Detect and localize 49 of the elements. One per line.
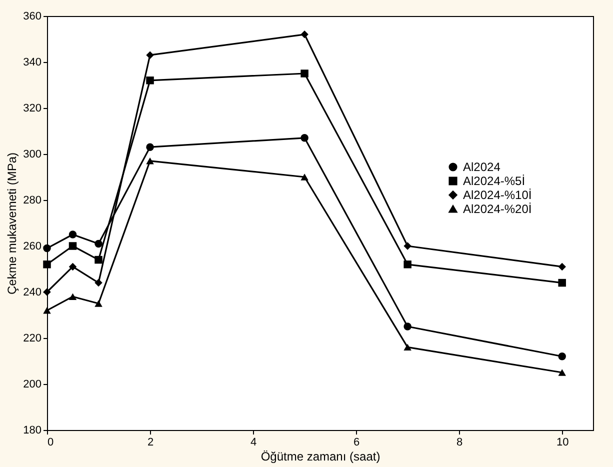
point [146, 76, 154, 84]
point [94, 300, 102, 307]
point [146, 143, 154, 151]
point [68, 242, 77, 250]
point [68, 230, 77, 238]
point [558, 278, 566, 287]
legend-label: Al2024-%10İ [463, 188, 532, 202]
point [43, 244, 51, 252]
point [558, 262, 566, 271]
point [43, 307, 51, 314]
legend-label: Al2024-%20İ [463, 202, 532, 216]
y-tick-label: 320 [23, 102, 42, 114]
y-tick-label: 180 [23, 424, 42, 436]
y-tick-label: 340 [23, 56, 42, 68]
y-tick-label: 200 [23, 378, 42, 390]
point [68, 293, 77, 300]
x-tick-label: 0 [48, 436, 54, 448]
point [404, 322, 412, 330]
y-tick-label: 280 [23, 194, 42, 206]
point [94, 278, 102, 287]
x-axis-title: Öğütme zamanı (saat) [260, 450, 380, 464]
x-tick-label: 8 [456, 436, 463, 448]
x-tick-label: 4 [250, 436, 257, 448]
point [94, 256, 102, 264]
y-tick-label: 260 [23, 240, 42, 252]
point [300, 70, 308, 78]
y-axis-title: Çekme mukavemeti (MPa) [5, 152, 20, 295]
x-tick-label: 6 [353, 436, 360, 448]
point [43, 260, 51, 268]
point [300, 174, 308, 180]
x-tick-label: 10 [556, 436, 569, 448]
point [146, 158, 154, 164]
point [558, 352, 566, 360]
point [558, 369, 566, 376]
point [404, 344, 412, 351]
y-tick-label: 300 [23, 148, 42, 160]
legend-label: Al2024 [463, 160, 501, 174]
point [146, 51, 154, 59]
point [300, 134, 308, 142]
point [300, 30, 308, 38]
y-tick-label: 360 [23, 10, 42, 22]
y-tick-label: 240 [23, 286, 42, 298]
point [404, 242, 412, 250]
y-tick-label: 220 [23, 332, 42, 344]
x-tick-label: 2 [147, 436, 154, 448]
point [94, 240, 102, 248]
legend-label: Al2024-%5İ [463, 174, 526, 188]
point [68, 262, 77, 271]
point [404, 260, 412, 268]
